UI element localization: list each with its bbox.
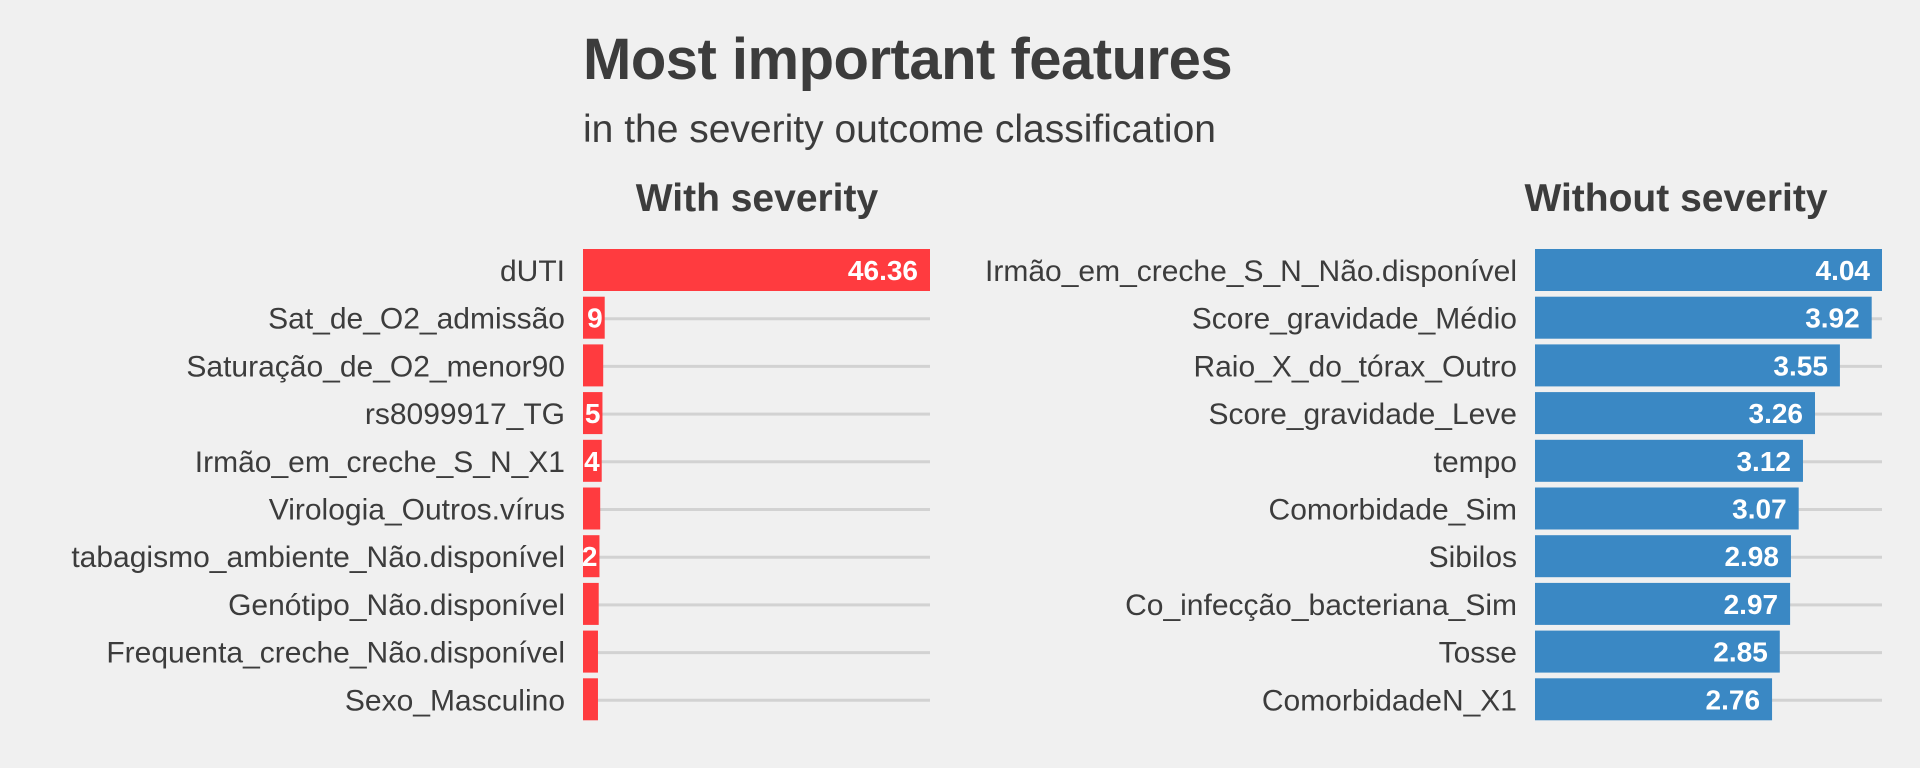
category-label: Sat_de_O2_admissão [268, 303, 565, 336]
category-label: Sexo_Masculino [345, 684, 565, 717]
category-label: tempo [1434, 446, 1517, 479]
category-label: tabagismo_ambiente_Não.disponível [71, 541, 565, 574]
value-label: 2 [582, 541, 598, 572]
bar-without [1535, 392, 1816, 435]
value-label: 4.04 [1816, 255, 1871, 286]
bar-without [1535, 487, 1799, 530]
category-label: Raio_X_do_tórax_Outro [1193, 350, 1517, 383]
value-label: 3.55 [1773, 350, 1828, 381]
bar-without [1535, 439, 1803, 482]
panel-title-with: With severity [636, 177, 879, 220]
category-label: Genótipo_Não.disponível [228, 589, 565, 622]
bar-with [583, 582, 599, 625]
category-label: rs8099917_TG [365, 398, 565, 431]
value-label: 3.92 [1805, 303, 1860, 334]
bar-with [583, 630, 598, 673]
bar-with [583, 487, 601, 530]
chart-title: Most important features [583, 27, 1233, 92]
bar-with [583, 439, 602, 482]
category-label: Comorbidade_Sim [1269, 494, 1517, 527]
bar-without [1535, 582, 1791, 625]
bar-with [583, 678, 598, 721]
bar-with [583, 344, 604, 387]
bar-without [1535, 249, 1882, 291]
value-label: 2.97 [1724, 589, 1779, 620]
category-label: Score_gravidade_Leve [1208, 398, 1517, 431]
bar-with [583, 392, 603, 435]
value-label: 3.07 [1732, 494, 1787, 525]
value-label: 5 [585, 398, 601, 429]
value-label: 9 [587, 303, 603, 334]
category-label: Frequenta_creche_Não.disponível [106, 637, 565, 670]
category-label: dUTI [500, 255, 565, 288]
bar-with [583, 249, 930, 291]
category-label: Irmão_em_creche_S_N_X1 [195, 446, 565, 479]
bar-with [583, 296, 605, 339]
panel-title-without: Without severity [1524, 177, 1827, 220]
chart-subtitle: in the severity outcome classification [583, 108, 1216, 151]
category-label: ComorbidadeN_X1 [1262, 684, 1517, 717]
category-label: Sibilos [1429, 541, 1517, 574]
value-label: 46.36 [848, 255, 918, 286]
category-label: Virologia_Outros.vírus [269, 494, 565, 527]
bar-without [1535, 678, 1773, 721]
category-label: Score_gravidade_Médio [1192, 303, 1517, 336]
bar-without [1535, 630, 1780, 673]
value-label: 2.98 [1724, 541, 1779, 572]
category-label: Saturação_de_O2_menor90 [186, 350, 565, 383]
bar-without [1535, 344, 1840, 387]
value-label: 3.12 [1736, 446, 1791, 477]
category-label: Tosse [1439, 637, 1517, 670]
bar-with [583, 535, 600, 578]
category-label: Irmão_em_creche_S_N_Não.disponível [985, 255, 1517, 288]
value-label: 3.26 [1749, 398, 1804, 429]
bar-without [1535, 296, 1872, 339]
category-label: Co_infecção_bacteriana_Sim [1125, 589, 1517, 622]
bar-without [1535, 535, 1791, 578]
value-label: 2.85 [1713, 637, 1768, 668]
value-label: 4 [584, 446, 600, 477]
value-label: 2.76 [1706, 684, 1761, 715]
